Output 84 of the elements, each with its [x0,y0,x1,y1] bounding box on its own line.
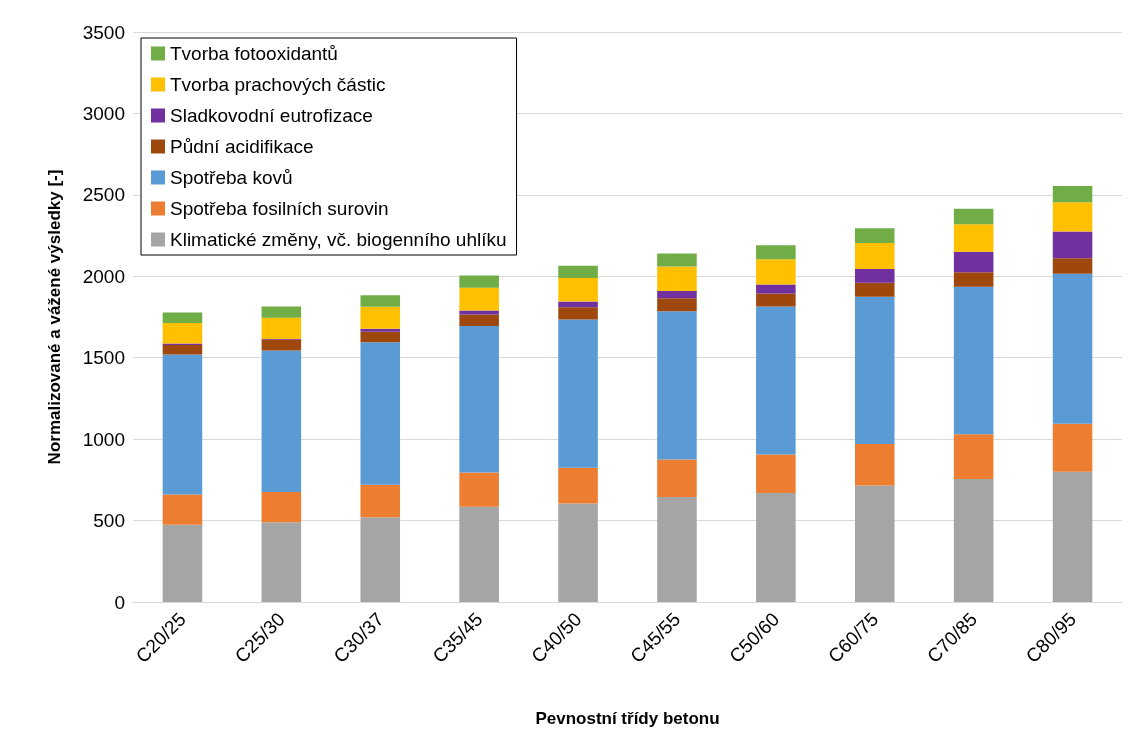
bar [756,259,796,285]
bar [953,479,994,602]
legend-label: Spotřeba kovů [170,167,293,188]
bar [360,306,401,329]
bar [1052,202,1093,232]
bar [261,522,302,602]
y-tick-label: 3500 [82,21,125,43]
bar [657,311,697,460]
bar [261,339,302,351]
bar [1052,273,1093,424]
bar [261,306,302,318]
bar [657,266,697,291]
y-axis-title: Normalizované a vážené výsledky [-] [45,169,64,465]
legend-label: Půdní acidifikace [170,136,314,157]
bar [459,310,499,315]
bar [1052,471,1093,602]
bar [459,325,499,473]
y-tick-label: 0 [114,591,125,613]
y-tick-label: 2500 [82,184,125,206]
bar [459,314,499,326]
bar [854,444,895,486]
bar [558,503,598,602]
bar [162,524,203,602]
bar [657,253,697,267]
y-tick-label: 2000 [82,265,125,287]
y-tick-label: 3000 [82,102,125,124]
bar [558,307,598,320]
bar [360,342,401,485]
bar [459,287,499,311]
bar [360,517,401,602]
bar [756,284,796,294]
bar [360,328,401,332]
y-tick-label: 500 [93,510,125,532]
bar [162,345,203,355]
bar [953,272,994,287]
legend-label: Klimatické změny, vč. biogenního uhlíku [170,229,507,250]
bar [854,228,895,243]
bar [657,290,697,299]
bar [657,459,697,497]
bar [1052,185,1093,203]
bar [261,492,302,523]
bar [756,245,796,260]
bar [854,282,895,297]
bar [756,454,796,493]
bar [558,319,598,468]
bar [657,496,697,602]
bar [360,484,401,518]
bar [953,208,994,225]
bar [459,275,499,288]
legend-label: Tvorba prachových částic [170,74,386,95]
bar [953,434,994,480]
bar [558,277,598,302]
bar [953,251,994,273]
bar [360,295,401,307]
bar [459,472,499,507]
bar [756,492,796,602]
bar [162,494,203,525]
bar [756,293,796,307]
legend-label: Sladkovodní eutrofizace [170,105,373,126]
bar [162,354,203,495]
bar [854,296,895,445]
bar [657,298,697,312]
bar [162,312,203,324]
bar [558,265,598,278]
bar [360,331,401,343]
bar [756,306,796,455]
y-tick-label: 1000 [82,428,125,450]
bar [854,242,895,269]
bar [261,317,302,339]
bar [953,286,994,435]
bar [854,268,895,283]
bar [854,485,895,602]
bar [1052,423,1093,472]
x-axis-title: Pevnostní třídy betonu [535,709,720,728]
bar [162,323,203,344]
legend-label: Tvorba fotooxidantů [170,43,338,64]
y-tick-label: 1500 [82,347,125,369]
bar [261,350,302,493]
legend-label: Spotřeba fosilních surovin [170,198,389,219]
bar [1052,258,1093,274]
bar [1052,231,1093,259]
bar [558,467,598,504]
bar [953,224,994,252]
bar [459,506,499,602]
